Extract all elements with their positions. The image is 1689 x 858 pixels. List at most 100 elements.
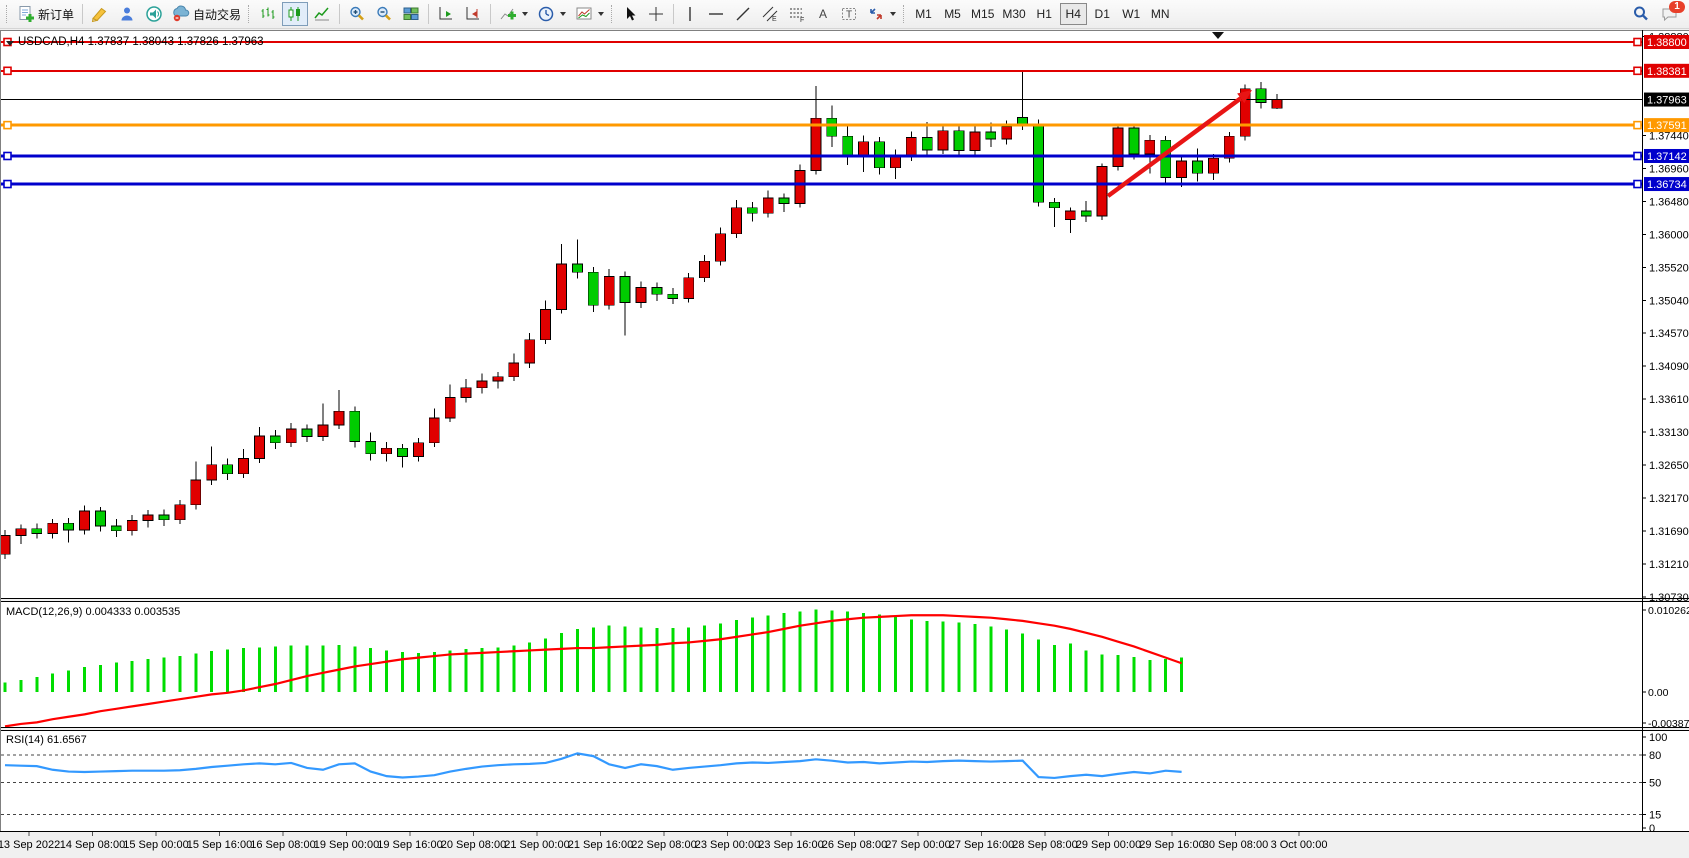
line-handle[interactable] xyxy=(1633,151,1642,161)
zoom-out-button[interactable] xyxy=(371,2,397,26)
trend-arrow[interactable] xyxy=(1106,90,1252,198)
price-tick-label: 1.36480 xyxy=(1649,197,1689,209)
price-badge-label: 1.37591 xyxy=(1647,120,1687,132)
notification-badge: 1 xyxy=(1669,1,1685,13)
time-axis-label: 28 Sep 08:00 xyxy=(1012,839,1077,851)
price-tick-label: 1.36000 xyxy=(1649,230,1689,242)
line-handle[interactable] xyxy=(1633,66,1642,76)
vertical-line-button[interactable] xyxy=(678,2,702,26)
timeframe-button-m30[interactable]: M30 xyxy=(999,3,1028,25)
text-label-button[interactable]: T xyxy=(836,2,862,26)
rsi-line xyxy=(4,752,1182,780)
auto-trading-button[interactable]: 自动交易 xyxy=(168,2,245,26)
price-axis[interactable]: 1.388801.374401.369601.364801.360001.355… xyxy=(1642,30,1689,835)
line-handle[interactable] xyxy=(1633,120,1642,130)
text-button[interactable]: A xyxy=(811,2,835,26)
time-axis-label: 13 Sep 2022 xyxy=(0,839,60,851)
news-button[interactable] xyxy=(141,2,167,26)
timeframe-button-m5[interactable]: M5 xyxy=(939,3,966,25)
toolbar: 新订单 自动交易 xyxy=(0,0,1689,29)
time-axis-label: 27 Sep 00:00 xyxy=(885,839,950,851)
text-icon: A xyxy=(819,7,827,21)
pane-frames xyxy=(0,30,1689,832)
timeframe-button-m15[interactable]: M15 xyxy=(968,3,997,25)
periods-button[interactable] xyxy=(533,2,570,26)
search-button[interactable] xyxy=(1628,2,1654,26)
trendline-button[interactable] xyxy=(730,2,756,26)
chart-candles-button[interactable] xyxy=(282,2,309,26)
macd-axis-label: 0.00 xyxy=(1648,687,1669,699)
time-axis-label: 29 Sep 16:00 xyxy=(1139,839,1204,851)
horizontal-level-lines xyxy=(0,37,1642,189)
timeframe-button-h1[interactable]: H1 xyxy=(1031,3,1058,25)
line-handle[interactable] xyxy=(3,179,12,189)
time-axis-label: 15 Sep 16:00 xyxy=(187,839,252,851)
timeframe-button-mn[interactable]: MN xyxy=(1147,3,1174,25)
new-order-icon xyxy=(19,6,34,22)
time-axis-label: 23 Sep 00:00 xyxy=(695,839,760,851)
zoom-in-button[interactable] xyxy=(344,2,370,26)
cursor-button[interactable] xyxy=(618,2,642,26)
crayon-button[interactable] xyxy=(87,2,113,26)
horizontal-line-button[interactable] xyxy=(703,2,729,26)
chart-canvas[interactable]: 1.388801.374401.369601.364801.360001.355… xyxy=(0,29,1689,858)
templates-button[interactable] xyxy=(571,2,608,26)
equidistant-channel-button[interactable]: E xyxy=(757,2,783,26)
zoom-in-icon xyxy=(350,6,364,21)
rsi-axis-label: 100 xyxy=(1649,732,1667,744)
price-badge-label: 1.38800 xyxy=(1647,37,1687,49)
timeframe-button-m1[interactable]: M1 xyxy=(910,3,937,25)
timeframe-button-h4[interactable]: H4 xyxy=(1059,3,1087,25)
dropdown-caret xyxy=(890,12,897,16)
dropdown-caret xyxy=(522,12,529,16)
price-badge xyxy=(1644,148,1689,163)
toolbar-separator xyxy=(673,4,675,24)
line-handle[interactable] xyxy=(3,120,12,130)
toolbar-separator xyxy=(82,4,84,24)
toolbar-grip xyxy=(611,5,615,23)
crosshair-button[interactable] xyxy=(643,2,669,26)
toolbar-grip xyxy=(903,5,907,23)
indicators-button[interactable] xyxy=(495,2,532,26)
chart-shift-icon xyxy=(439,7,453,20)
chart-shift-marker[interactable] xyxy=(1212,32,1224,39)
tile-windows-button[interactable] xyxy=(398,2,424,26)
timeframe-group: M1 M5 M15 M30 H1 H4 D1 W1 MN xyxy=(910,3,1174,25)
fibonacci-button[interactable]: F xyxy=(784,2,810,26)
line-handle[interactable] xyxy=(3,151,12,161)
chart-shift-button[interactable] xyxy=(433,2,459,26)
candlestick-series xyxy=(0,70,1283,559)
price-tick-label: 1.31210 xyxy=(1649,559,1689,571)
zoom-out-icon xyxy=(377,6,391,21)
svg-text:T: T xyxy=(846,10,852,21)
search-icon xyxy=(1634,6,1648,21)
chart-bars-button[interactable] xyxy=(255,2,281,26)
arrows-icon xyxy=(870,8,882,20)
candlestick-chart-icon xyxy=(288,7,301,21)
time-axis-label: 22 Sep 08:00 xyxy=(631,839,696,851)
price-tick-label: 1.32170 xyxy=(1649,493,1689,505)
price-badge-label: 1.38381 xyxy=(1647,66,1687,78)
price-tick-label: 1.35520 xyxy=(1649,263,1689,275)
timeframe-button-d1[interactable]: D1 xyxy=(1089,3,1116,25)
notification-button[interactable]: 1 xyxy=(1655,1,1685,26)
chart-line-button[interactable] xyxy=(309,2,335,26)
arrows-button[interactable] xyxy=(863,2,900,26)
price-tick-label: 1.32650 xyxy=(1649,460,1689,472)
toolbar-grip xyxy=(6,5,10,23)
line-handle[interactable] xyxy=(1633,179,1642,189)
profile-button[interactable] xyxy=(114,2,140,26)
time-axis-label: 3 Oct 00:00 xyxy=(1271,839,1328,851)
line-handle[interactable] xyxy=(1633,37,1642,47)
new-order-button[interactable]: 新订单 xyxy=(13,2,78,26)
line-handle[interactable] xyxy=(3,66,12,76)
price-tick-label: 1.31690 xyxy=(1649,526,1689,538)
auto-scroll-button[interactable] xyxy=(460,2,486,26)
symbol-marker-icon xyxy=(6,41,14,46)
price-badge-label: 1.37963 xyxy=(1647,95,1687,107)
line-chart-icon xyxy=(314,7,330,21)
time-axis-label: 19 Sep 00:00 xyxy=(314,839,379,851)
price-tick-label: 1.33130 xyxy=(1649,427,1689,439)
timeframe-button-w1[interactable]: W1 xyxy=(1118,3,1145,25)
